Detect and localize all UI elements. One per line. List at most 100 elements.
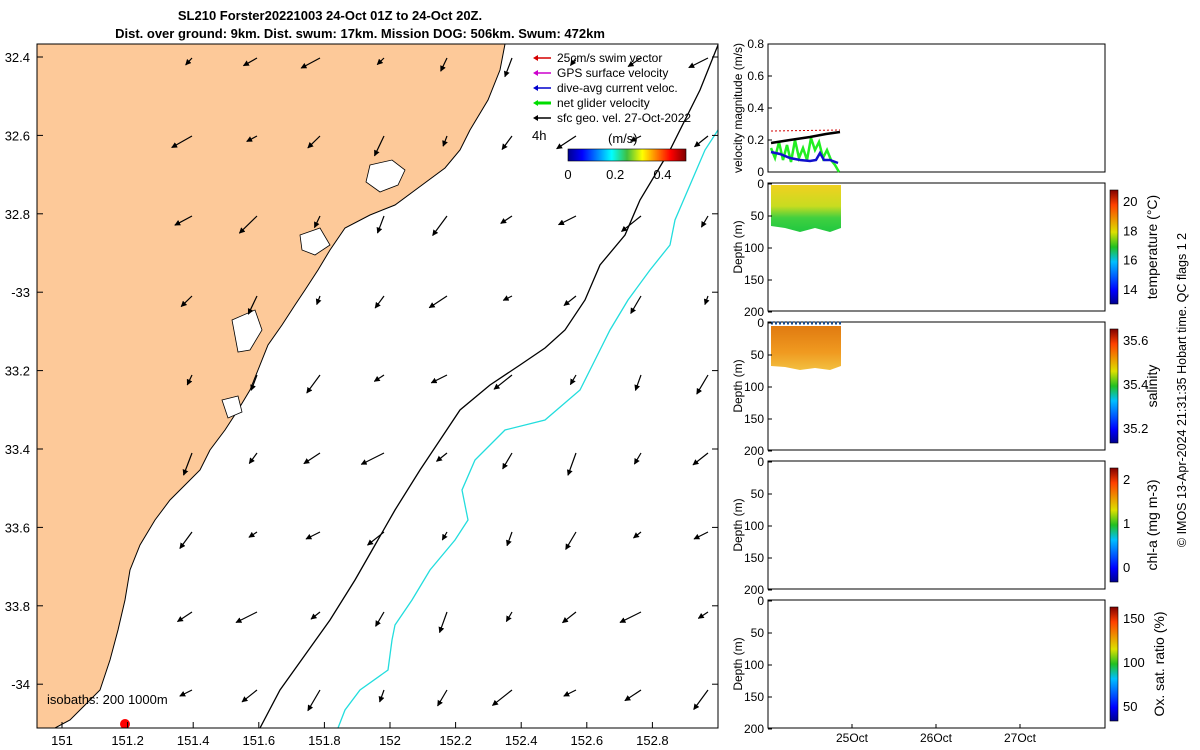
lat-tick-label: 33.4 [5,442,30,457]
legend-entry: dive-avg current veloc. [557,81,678,95]
geo-velocity-arrow [441,531,448,541]
depth-tick-label: 200 [744,583,764,597]
geo-velocity-arrow [696,374,709,395]
geo-velocity-arrow [693,689,709,711]
geo-velocity-arrow [629,135,642,142]
salinity-ylabel: Depth (m) [731,359,745,412]
velocity-tick-label: 0.8 [747,37,764,51]
depth-tick-label: 0 [757,177,764,191]
temperature-colorbar [1109,189,1119,305]
geo-velocity-arrow [630,295,642,315]
colorbar-tick-label: 0.4 [653,167,671,182]
depth-tick-label: 150 [744,551,764,565]
geo-velocity-arrow [437,689,448,707]
geo-velocity-arrow [248,531,258,538]
geo-velocity-arrow [176,611,193,623]
cbar-tick-label: 35.2 [1123,421,1148,436]
depth-tick-label: 100 [744,241,764,255]
side-credit: © IMOS 13-Apr-2024 21:31:35 Hobart time.… [1175,233,1189,547]
lat-tick-label: -33 [11,285,30,300]
geo-velocity-arrow [563,689,577,697]
temperature-ylabel: Depth (m) [731,220,745,273]
geo-velocity-arrow [378,689,385,703]
lat-tick-label: 32.6 [5,128,30,143]
velocity-ylabel: velocity magnitude (m/s) [731,43,745,173]
geo-velocity-arrow [556,135,577,150]
geo-velocity-arrow [506,531,513,547]
geo-velocity-arrow [505,611,513,623]
depth-tick-label: 50 [751,209,765,223]
cbar-tick-label: 150 [1123,611,1145,626]
lake-feature [221,395,243,419]
colorbar-tick-label: 0 [564,167,571,182]
geo-velocity-arrow [306,374,321,394]
depth-tick-label: 0 [757,455,764,469]
geo-velocity-arrow [565,531,577,550]
geo-velocity-arrow [428,295,448,309]
oxygen-cbar-label: Ox. sat. ratio (%) [1151,611,1167,716]
time-step-label: 4h [532,128,546,143]
isobath-1000m [337,129,718,728]
lat-tick-label: 33.2 [5,364,30,379]
geo-velocity-arrow [627,57,642,68]
geo-velocity-arrow [697,611,709,619]
cbar-tick-label: 50 [1123,699,1137,714]
plot-title-line2: Dist. over ground: 9km. Dist. swum: 17km… [115,26,605,41]
geo-velocity-arrow [373,374,385,382]
depth-tick-label: 50 [751,487,765,501]
lon-tick-label: 151.4 [177,733,210,748]
lon-tick-label: 151 [51,733,73,748]
geo-velocity-arrow [303,452,321,465]
geo-velocity-arrow [633,452,642,465]
lake-feature [365,159,406,193]
geo-velocity-arrow [694,135,709,148]
cbar-tick-label: 35.4 [1123,377,1148,392]
depth-tick-label: 200 [744,444,764,458]
lon-tick-label: 152.6 [571,733,604,748]
isobath-label: isobaths: 200 1000m [47,692,168,707]
land-area [37,44,505,728]
cbar-tick-label: 18 [1123,223,1137,238]
depth-tick-label: 50 [751,348,765,362]
chla-panel: 0 50 100 150 200 Depth (m) 0 1 2 chl-a (mg m-3… [731,455,1160,597]
lon-tick-label: 152.2 [439,733,472,748]
chla-colorbar [1109,467,1119,583]
geo-velocity-arrow [241,689,258,703]
geo-velocity-arrow [179,531,193,549]
geo-velocity-arrow [310,611,321,620]
velocity-tick-label: 0.6 [747,69,764,83]
temperature-section [771,185,841,232]
geo-velocity-arrow [569,374,577,386]
geo-velocity-arrow [557,215,577,226]
depth-tick-label: 200 [744,305,764,319]
velocity-tick-label: 0.2 [747,133,764,147]
depth-tick-label: 0 [757,594,764,608]
geo-velocity-arrow [307,689,321,712]
geo-velocity-arrow [375,611,385,627]
date-tick-label: 26Oct [920,731,953,745]
geo-velocity-arrow [307,135,321,149]
lon-tick-label: 151.8 [308,733,341,748]
cbar-tick-label: 35.6 [1123,333,1148,348]
geo-velocity-arrow [500,215,513,224]
coastline [54,44,506,728]
geo-velocity-arrow [436,452,448,462]
geo-velocity-arrow [432,215,448,236]
geo-velocity-arrow [566,452,577,476]
speed-colorbar-ticks: 0 0.2 0.4 [564,167,671,182]
geo-velocity-arrow [440,57,448,72]
cbar-tick-label: 1 [1123,516,1130,531]
cbar-tick-label: 100 [1123,655,1145,670]
depth-tick-label: 150 [744,273,764,287]
geo-velocity-arrow [246,135,258,143]
salinity-panel: 0 50 100 150 200 Depth (m) 35.2 35.4 35.6 sali… [731,316,1160,458]
depth-tick-label: 150 [744,690,764,704]
geo-velocity-arrow [693,531,709,540]
time-axis-ticks: 25Oct 26Oct 27Oct [836,724,1037,745]
colorbar-title: (m/s) [608,131,638,146]
depth-tick-label: 150 [744,412,764,426]
lon-tick-label: 151.6 [243,733,276,748]
lat-tick-label: -34 [11,677,30,692]
geo-velocity-arrow [171,135,193,149]
